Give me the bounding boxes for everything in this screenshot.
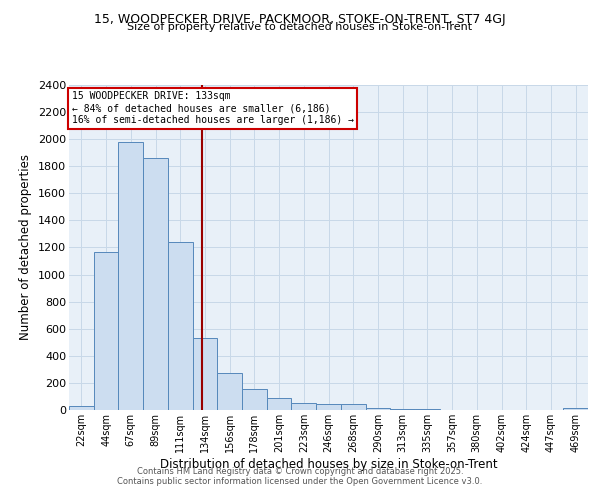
Bar xyxy=(267,398,292,410)
Bar xyxy=(217,373,242,410)
Bar xyxy=(292,402,316,410)
Text: 15 WOODPECKER DRIVE: 133sqm
← 84% of detached houses are smaller (6,186)
16% of : 15 WOODPECKER DRIVE: 133sqm ← 84% of det… xyxy=(71,92,353,124)
Text: Contains HM Land Registry data © Crown copyright and database right 2025.: Contains HM Land Registry data © Crown c… xyxy=(137,467,463,476)
X-axis label: Distribution of detached houses by size in Stoke-on-Trent: Distribution of detached houses by size … xyxy=(160,458,497,470)
Bar xyxy=(69,406,94,410)
Bar xyxy=(143,158,168,410)
Bar xyxy=(365,408,390,410)
Text: 15, WOODPECKER DRIVE, PACKMOOR, STOKE-ON-TRENT, ST7 4GJ: 15, WOODPECKER DRIVE, PACKMOOR, STOKE-ON… xyxy=(94,12,506,26)
Bar xyxy=(242,389,267,410)
Text: Contains public sector information licensed under the Open Government Licence v3: Contains public sector information licen… xyxy=(118,477,482,486)
Bar xyxy=(341,404,365,410)
Bar xyxy=(94,252,118,410)
Bar xyxy=(118,142,143,410)
Bar xyxy=(316,404,341,410)
Text: Size of property relative to detached houses in Stoke-on-Trent: Size of property relative to detached ho… xyxy=(127,22,473,32)
Y-axis label: Number of detached properties: Number of detached properties xyxy=(19,154,32,340)
Bar xyxy=(168,242,193,410)
Bar xyxy=(193,338,217,410)
Bar xyxy=(563,408,588,410)
